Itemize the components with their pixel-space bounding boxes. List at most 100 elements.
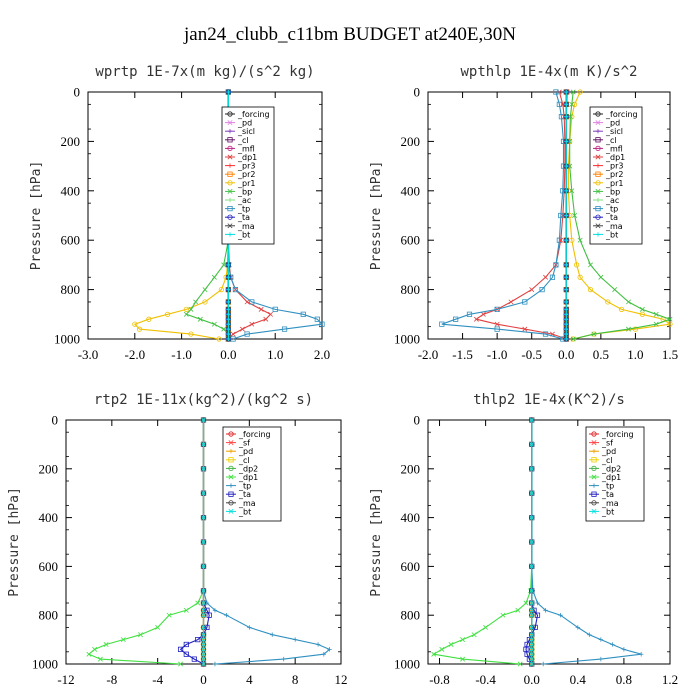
legend-label: _cl (605, 136, 617, 145)
data-point (216, 336, 222, 342)
data-point (626, 326, 631, 332)
data-point (587, 632, 592, 637)
data-point (569, 188, 575, 194)
legend-label: _dp1 (601, 473, 621, 482)
data-point (439, 321, 445, 327)
data-point (211, 321, 217, 327)
data-point (226, 312, 231, 317)
data-point (564, 317, 569, 322)
data-point (483, 624, 489, 630)
data-point (439, 646, 445, 652)
x-tick-label: 0.0 (524, 672, 540, 687)
data-point (653, 311, 659, 317)
series-line (441, 91, 565, 340)
y-tick-label: 1000 (394, 332, 420, 347)
data-point (201, 651, 206, 657)
legend-label: _forcing (238, 430, 271, 439)
data-point (598, 274, 604, 280)
data-point (195, 637, 201, 643)
data-point (569, 237, 575, 243)
data-point (564, 102, 569, 107)
data-point (188, 331, 194, 337)
panel-title: thlp2 1E-4x(K^2)/s (473, 392, 625, 408)
data-point (183, 641, 189, 648)
data-point (183, 607, 189, 613)
plot-frame (427, 91, 671, 340)
legend-label: _pr3 (605, 162, 623, 171)
legend-marker (228, 483, 234, 488)
data-point (263, 316, 269, 322)
data-point (529, 632, 535, 638)
legend-marker (228, 449, 234, 454)
x-tick-label: 8 (292, 672, 299, 687)
legend-marker (595, 205, 601, 212)
legend-marker (227, 120, 233, 126)
data-point (272, 306, 278, 312)
data-point (249, 321, 255, 327)
data-point (558, 114, 565, 120)
legend-label: _pd (238, 447, 253, 456)
data-point (529, 600, 535, 606)
x-tick-label: -2.0 (125, 347, 146, 362)
data-point (201, 441, 206, 447)
legend-label: _cl (601, 456, 613, 465)
data-point (201, 632, 206, 638)
data-point (558, 613, 563, 618)
data-point (204, 624, 210, 631)
legend-label: _bp (605, 187, 620, 196)
chart-panel-2: wpthlp 1E-4x(m K)/s^2 Pressure [hPa] 0 200 4… (369, 64, 678, 362)
legend-marker (228, 508, 234, 514)
series-line (475, 91, 567, 340)
legend-label: _ta (237, 213, 250, 222)
legend-marker (227, 214, 233, 220)
legend-marker (227, 137, 233, 143)
data-point (226, 307, 231, 312)
chart-panel-1: wprtp 1E-7x(m kg)/(s^2 kg) Pressure [hPa]… (29, 64, 330, 362)
data-point (556, 101, 562, 107)
legend-label: _ma (601, 499, 619, 508)
data-point (201, 490, 206, 496)
data-point (543, 274, 549, 280)
legend-label: _sf (238, 439, 250, 448)
x-tick-label: 0.5 (593, 347, 609, 362)
data-point (244, 299, 250, 305)
data-point (591, 331, 597, 337)
data-point (226, 287, 231, 292)
legend-label: _forcing (237, 110, 270, 119)
data-point (201, 624, 206, 630)
data-point (667, 321, 673, 327)
legend-label: _tp (237, 205, 250, 214)
legend-marker (228, 491, 234, 497)
data-point (529, 637, 535, 643)
legend-marker (595, 145, 601, 151)
legend-marker (228, 474, 234, 480)
series-dp1 (431, 417, 535, 667)
x-tick-label: 1.0 (627, 347, 643, 362)
data-point (226, 331, 231, 337)
data-point (523, 600, 529, 606)
legend-marker (595, 232, 601, 237)
series-tp (439, 89, 567, 342)
data-point (564, 188, 569, 193)
y-axis-label: Pressure [hPa] (7, 487, 22, 597)
plot-frame (87, 91, 323, 340)
y-axis-label: Pressure [hPa] (369, 487, 384, 597)
data-point (577, 274, 583, 280)
legend-marker (595, 111, 601, 117)
legend-label: _pd (601, 447, 616, 456)
x-tick-label: 1.0 (267, 347, 283, 362)
y-tick-label: 600 (61, 233, 81, 248)
series-bt (201, 417, 206, 667)
legend-label: _pr1 (237, 179, 255, 188)
x-tick-label: -4 (152, 672, 163, 687)
data-point (270, 632, 275, 637)
data-point (553, 89, 559, 95)
series-bp (567, 89, 673, 342)
data-point (588, 262, 593, 268)
data-point (556, 237, 562, 243)
chart-panel-4: thlp2 1E-4x(K^2)/s Pressure [hPa] 0 200 400 6… (369, 392, 678, 687)
data-point (574, 262, 580, 268)
data-point (522, 326, 528, 332)
data-point (224, 613, 229, 618)
legend-label: _ta (601, 490, 614, 499)
